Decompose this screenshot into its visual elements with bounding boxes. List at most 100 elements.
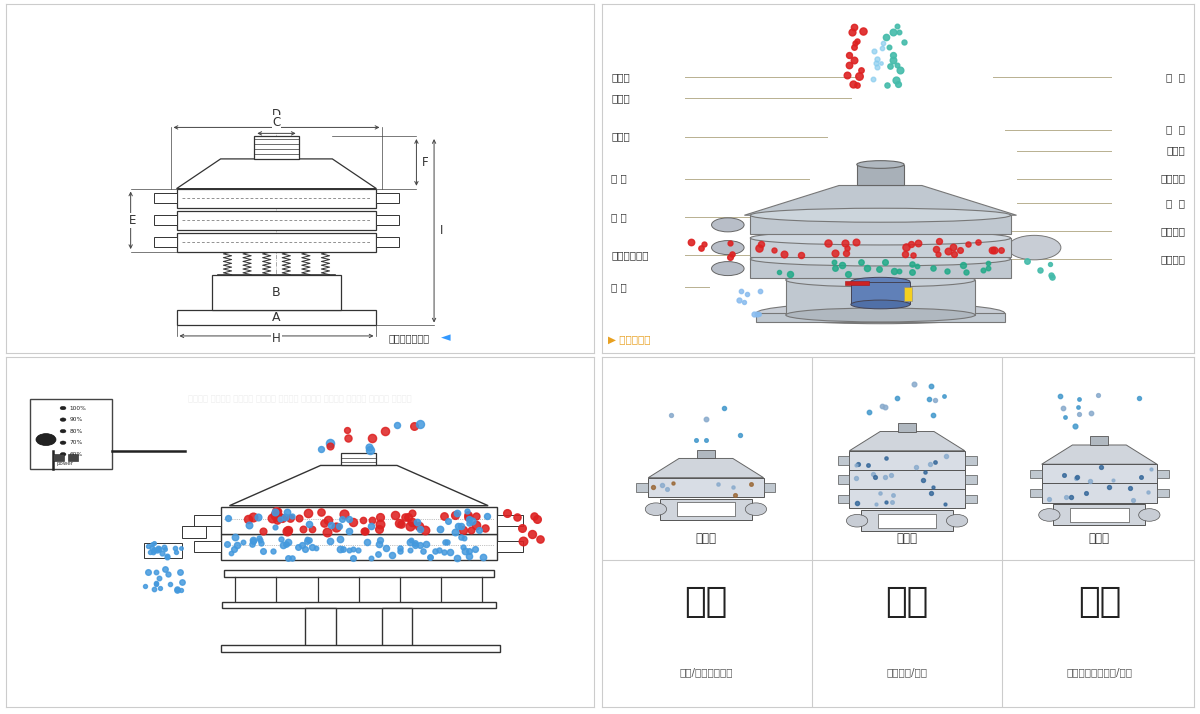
Point xyxy=(871,57,890,69)
Circle shape xyxy=(745,503,767,516)
Point xyxy=(882,470,901,481)
Point xyxy=(142,538,161,550)
Point xyxy=(157,550,176,562)
Circle shape xyxy=(846,514,868,527)
Ellipse shape xyxy=(712,218,744,232)
Point xyxy=(449,520,468,531)
Bar xyxy=(878,514,936,528)
Point xyxy=(956,266,976,277)
Point xyxy=(1055,411,1074,423)
Point xyxy=(865,471,884,483)
Point xyxy=(370,511,389,522)
Bar xyxy=(382,608,413,651)
Point xyxy=(409,521,428,532)
Point xyxy=(145,537,164,548)
Bar xyxy=(221,645,500,652)
Point xyxy=(467,511,486,522)
Bar xyxy=(30,399,112,469)
Bar xyxy=(1042,483,1157,503)
Point xyxy=(889,266,908,277)
Point xyxy=(887,74,906,86)
Bar xyxy=(1070,508,1128,522)
Text: E: E xyxy=(130,213,137,227)
Point xyxy=(278,525,298,536)
Point xyxy=(920,488,940,499)
Bar xyxy=(786,280,976,315)
Point xyxy=(498,507,517,518)
Polygon shape xyxy=(648,458,763,478)
Point xyxy=(845,54,864,66)
Point xyxy=(744,308,763,320)
Point xyxy=(907,260,926,271)
Point xyxy=(853,25,872,36)
Point xyxy=(354,526,373,537)
Point xyxy=(938,245,958,256)
Bar xyxy=(965,456,977,465)
Point xyxy=(954,259,973,271)
Point xyxy=(425,545,444,556)
Point xyxy=(1076,487,1096,498)
Bar xyxy=(750,238,1010,257)
Point xyxy=(887,59,906,71)
Point xyxy=(238,513,257,525)
Point xyxy=(848,458,868,469)
Point xyxy=(530,533,550,545)
Bar xyxy=(222,602,496,608)
Point xyxy=(401,536,420,548)
Text: A: A xyxy=(272,311,281,324)
Point xyxy=(869,263,888,274)
Point xyxy=(876,471,895,483)
Point xyxy=(343,516,362,528)
Point xyxy=(277,538,296,550)
Bar xyxy=(965,495,977,503)
Point xyxy=(876,401,895,413)
Point xyxy=(302,541,322,553)
Point xyxy=(929,248,948,260)
Circle shape xyxy=(60,418,66,421)
Point xyxy=(845,21,864,33)
Text: 弹 簧: 弹 簧 xyxy=(611,212,628,222)
Point xyxy=(764,245,784,256)
Point xyxy=(244,534,263,545)
Point xyxy=(445,526,464,538)
Bar xyxy=(1030,489,1042,498)
Point xyxy=(317,526,336,538)
Point xyxy=(872,401,892,412)
Bar xyxy=(53,453,64,461)
Text: 蜜桃传媒 蜜桃传媒 蜜桃传媒 蜜桃传媒 蜜桃传媒 蜜桃传媒 蜜桃传媒 蜜桃传媒 蜜桃传媒 蜜桃传媒: 蜜桃传媒 蜜桃传媒 蜜桃传媒 蜜桃传媒 蜜桃传媒 蜜桃传媒 蜜桃传媒 蜜桃传媒 … xyxy=(188,394,412,403)
Text: 100%: 100% xyxy=(70,406,86,411)
Point xyxy=(168,583,187,595)
Point xyxy=(658,483,677,495)
Point xyxy=(1088,390,1108,401)
Bar xyxy=(377,216,398,225)
Text: 60%: 60% xyxy=(70,452,83,457)
Point xyxy=(890,64,910,76)
Point xyxy=(242,538,262,550)
Point xyxy=(868,54,887,65)
Bar xyxy=(194,541,221,553)
Point xyxy=(686,435,706,446)
Point xyxy=(146,578,166,589)
Point xyxy=(920,381,940,392)
Point xyxy=(276,511,295,522)
Point xyxy=(926,243,946,254)
Point xyxy=(737,288,756,299)
Point xyxy=(266,506,286,517)
Ellipse shape xyxy=(786,273,976,287)
Point xyxy=(282,510,301,521)
Point xyxy=(883,26,902,38)
Bar xyxy=(838,495,850,503)
Point xyxy=(278,536,298,548)
Point xyxy=(414,545,433,557)
Point xyxy=(244,511,263,523)
Point xyxy=(401,534,420,545)
Point xyxy=(320,536,340,547)
Point xyxy=(368,548,388,560)
Text: H: H xyxy=(272,332,281,345)
Point xyxy=(314,517,334,528)
Bar xyxy=(763,483,775,491)
Point xyxy=(349,544,368,555)
Bar xyxy=(377,238,398,247)
Point xyxy=(888,79,907,90)
Point xyxy=(1068,471,1087,483)
